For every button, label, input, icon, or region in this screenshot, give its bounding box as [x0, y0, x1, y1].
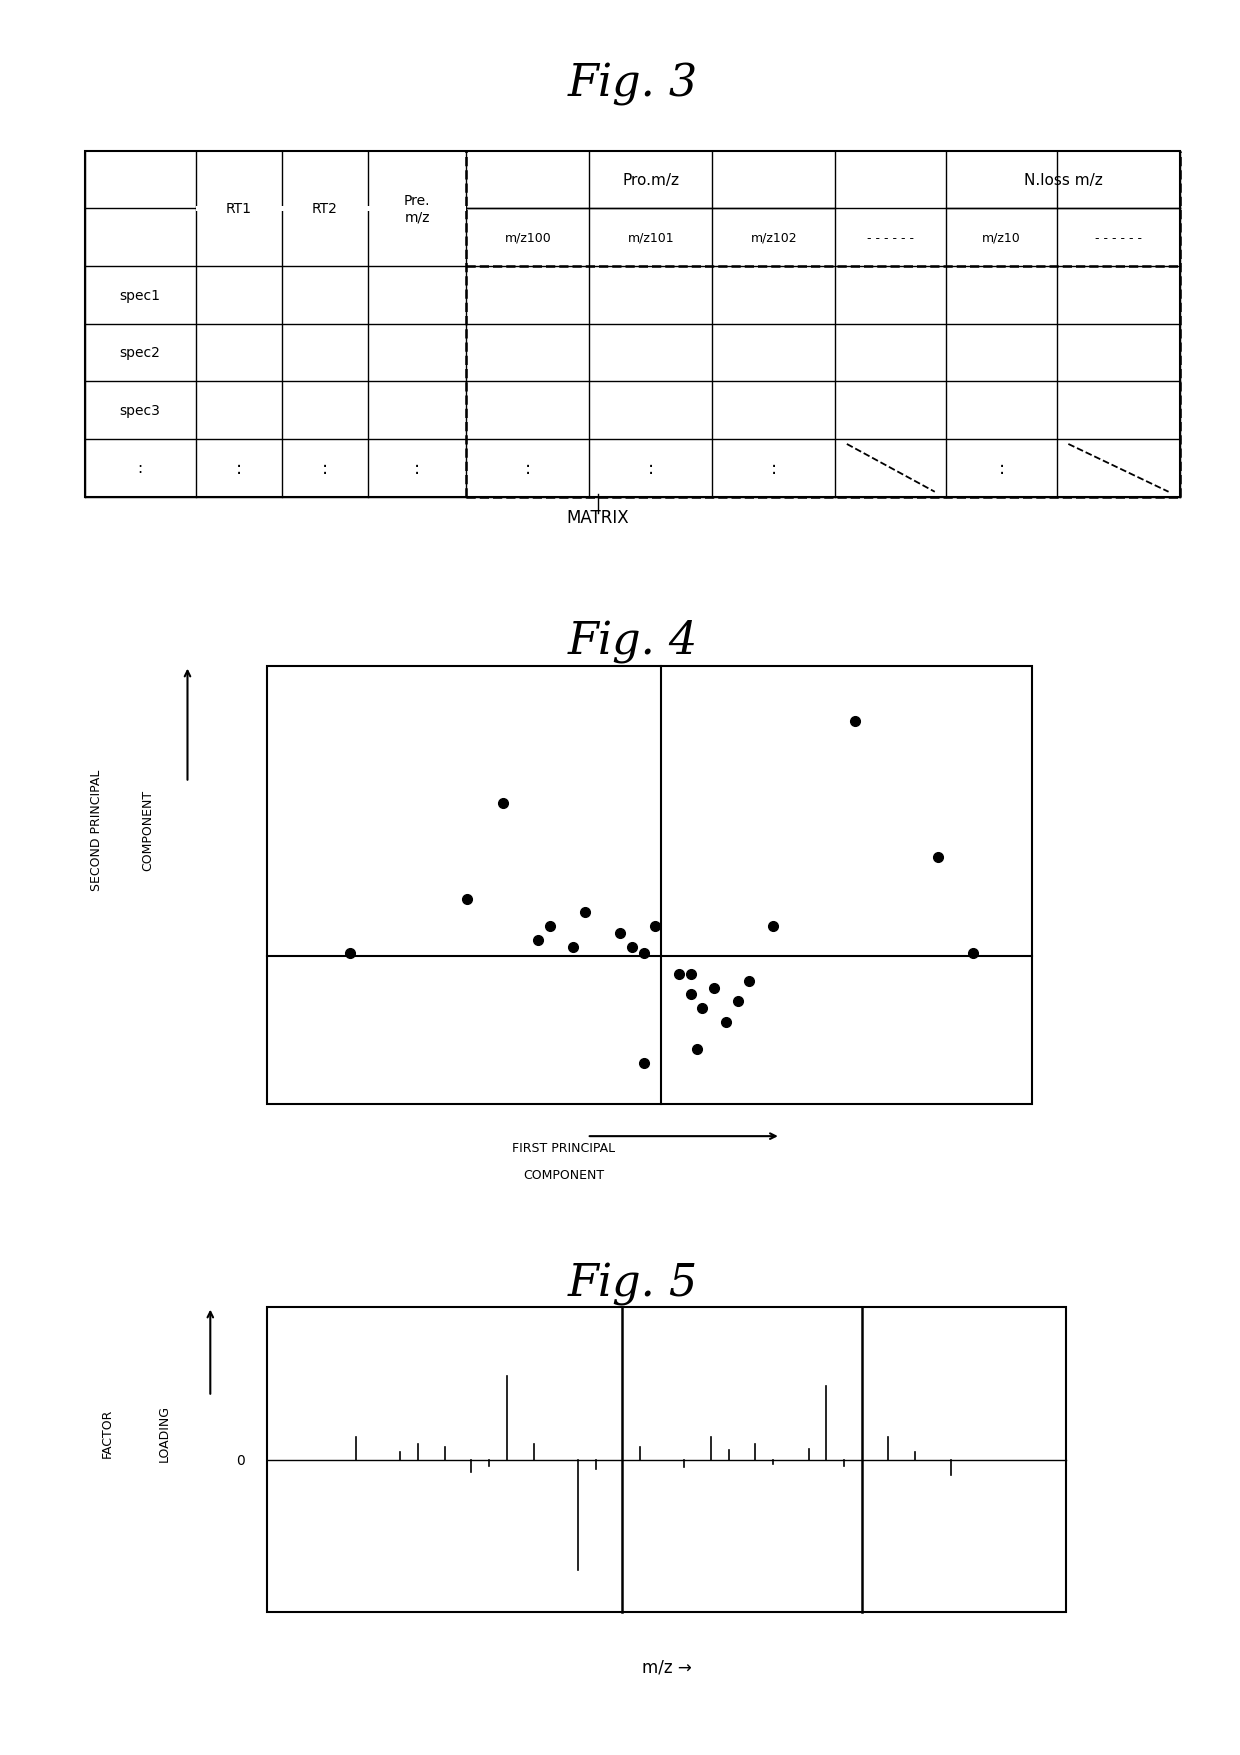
Text: m/z →: m/z →: [642, 1657, 692, 1676]
Text: m/z100: m/z100: [505, 232, 552, 244]
Text: m/z101: m/z101: [627, 232, 675, 244]
Text: RT2: RT2: [311, 202, 337, 216]
Text: spec1: spec1: [120, 288, 161, 302]
Text: :: :: [138, 462, 143, 476]
Text: spec3: spec3: [120, 404, 161, 418]
Bar: [268, 667, 1032, 1104]
Text: - - - - - -: - - - - - -: [867, 232, 914, 244]
Text: Fig. 5: Fig. 5: [567, 1262, 698, 1306]
Text: :: :: [321, 460, 327, 477]
Bar: [84, 151, 1180, 497]
Text: COMPONENT: COMPONENT: [523, 1169, 605, 1181]
Text: - - - - - -: - - - - - -: [1095, 232, 1142, 244]
Text: FIRST PRINCIPAL: FIRST PRINCIPAL: [512, 1143, 615, 1155]
Text: Pro.m/z: Pro.m/z: [622, 172, 680, 188]
Text: m/z10: m/z10: [982, 232, 1021, 244]
Text: RT1: RT1: [226, 202, 252, 216]
Bar: [268, 1307, 1066, 1613]
Text: :: :: [998, 460, 1004, 477]
Text: 0: 0: [236, 1453, 244, 1467]
Text: :: :: [525, 460, 531, 477]
Text: SECOND PRINCIPAL: SECOND PRINCIPAL: [89, 769, 103, 890]
Text: spec2: spec2: [120, 346, 161, 360]
Text: LOADING: LOADING: [159, 1404, 171, 1462]
Text: FACTOR: FACTOR: [102, 1408, 114, 1457]
Text: :: :: [647, 460, 653, 477]
Text: :: :: [771, 460, 777, 477]
Text: :: :: [236, 460, 242, 477]
Text: MATRIX: MATRIX: [567, 509, 630, 526]
Text: Pre.
m/z: Pre. m/z: [404, 195, 430, 225]
Bar: [196, 207, 466, 212]
Text: Fig. 4: Fig. 4: [567, 620, 698, 663]
Text: :: :: [414, 460, 420, 477]
Text: Fig. 3: Fig. 3: [567, 63, 698, 105]
Text: m/z102: m/z102: [750, 232, 797, 244]
Text: N.loss m/z: N.loss m/z: [1024, 172, 1102, 188]
Text: COMPONENT: COMPONENT: [141, 790, 154, 870]
